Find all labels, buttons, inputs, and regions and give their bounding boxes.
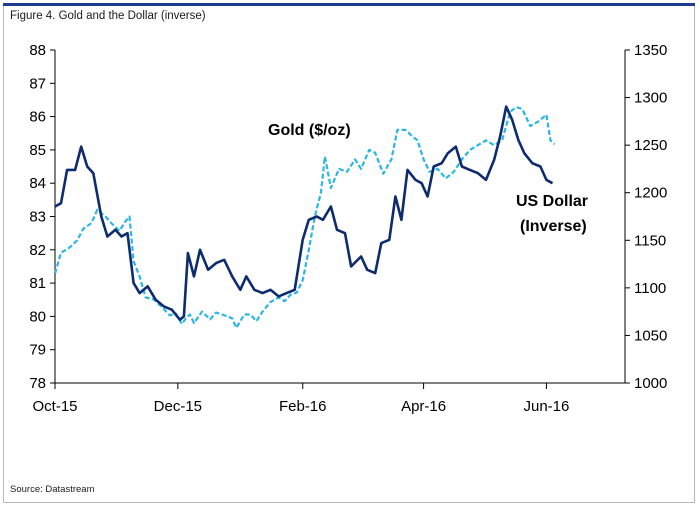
right-axis-tick-label: 1250 bbox=[634, 137, 667, 154]
right-axis-tick-label: 1150 bbox=[634, 232, 666, 249]
left-axis-tick-label: 84 bbox=[29, 175, 46, 192]
right-axis-tick-label: 1050 bbox=[634, 327, 667, 344]
left-axis-tick-label: 83 bbox=[29, 209, 46, 226]
title-rule bbox=[3, 3, 695, 6]
usd-series-line bbox=[54, 105, 554, 321]
series-layer bbox=[53, 105, 556, 329]
left-axis-tick-label: 80 bbox=[29, 308, 46, 325]
figure-title: Figure 4. Gold and the Dollar (inverse) bbox=[10, 10, 206, 22]
x-axis-tick-label: Feb-16 bbox=[279, 398, 327, 415]
right-axis-tick-label: 1100 bbox=[634, 280, 666, 297]
left-axis-tick-label: 81 bbox=[29, 275, 46, 292]
gold-series-label: Gold ($/oz) bbox=[268, 122, 351, 139]
right-axis-tick-label: 1000 bbox=[634, 375, 667, 392]
right-axis-tick-label: 1350 bbox=[634, 42, 667, 59]
left-axis-tick-label: 86 bbox=[29, 109, 46, 126]
x-axis-tick-label: Dec-15 bbox=[154, 398, 202, 415]
left-axis-tick-label: 78 bbox=[29, 375, 46, 392]
left-axis-tick-label: 88 bbox=[29, 42, 46, 59]
usd-series-label: US Dollar bbox=[516, 193, 588, 210]
left-axis-tick-label: 85 bbox=[29, 142, 46, 159]
axes: 78 79 80 81 82 83 84 85 86 87 88 1000 1050 1100 1150 12… bbox=[29, 42, 667, 415]
usd-series-label-inverse: (Inverse) bbox=[520, 218, 587, 235]
left-axis-tick-label: 87 bbox=[29, 75, 46, 92]
left-axis-tick-label: 79 bbox=[29, 342, 46, 359]
left-axis-tick-label: 82 bbox=[29, 242, 46, 259]
x-axis-tick-label: Jun-16 bbox=[524, 398, 570, 415]
gold-series-line bbox=[53, 106, 556, 329]
right-axis-tick-label: 1300 bbox=[634, 90, 667, 107]
annotations: Gold ($/oz) US Dollar (Inverse) bbox=[268, 122, 588, 235]
source-note: Source: Datastream bbox=[10, 484, 95, 495]
x-axis-tick-label: Oct-15 bbox=[32, 398, 77, 415]
x-axis-tick-label: Apr-16 bbox=[401, 398, 446, 415]
right-axis-tick-label: 1200 bbox=[634, 185, 667, 202]
